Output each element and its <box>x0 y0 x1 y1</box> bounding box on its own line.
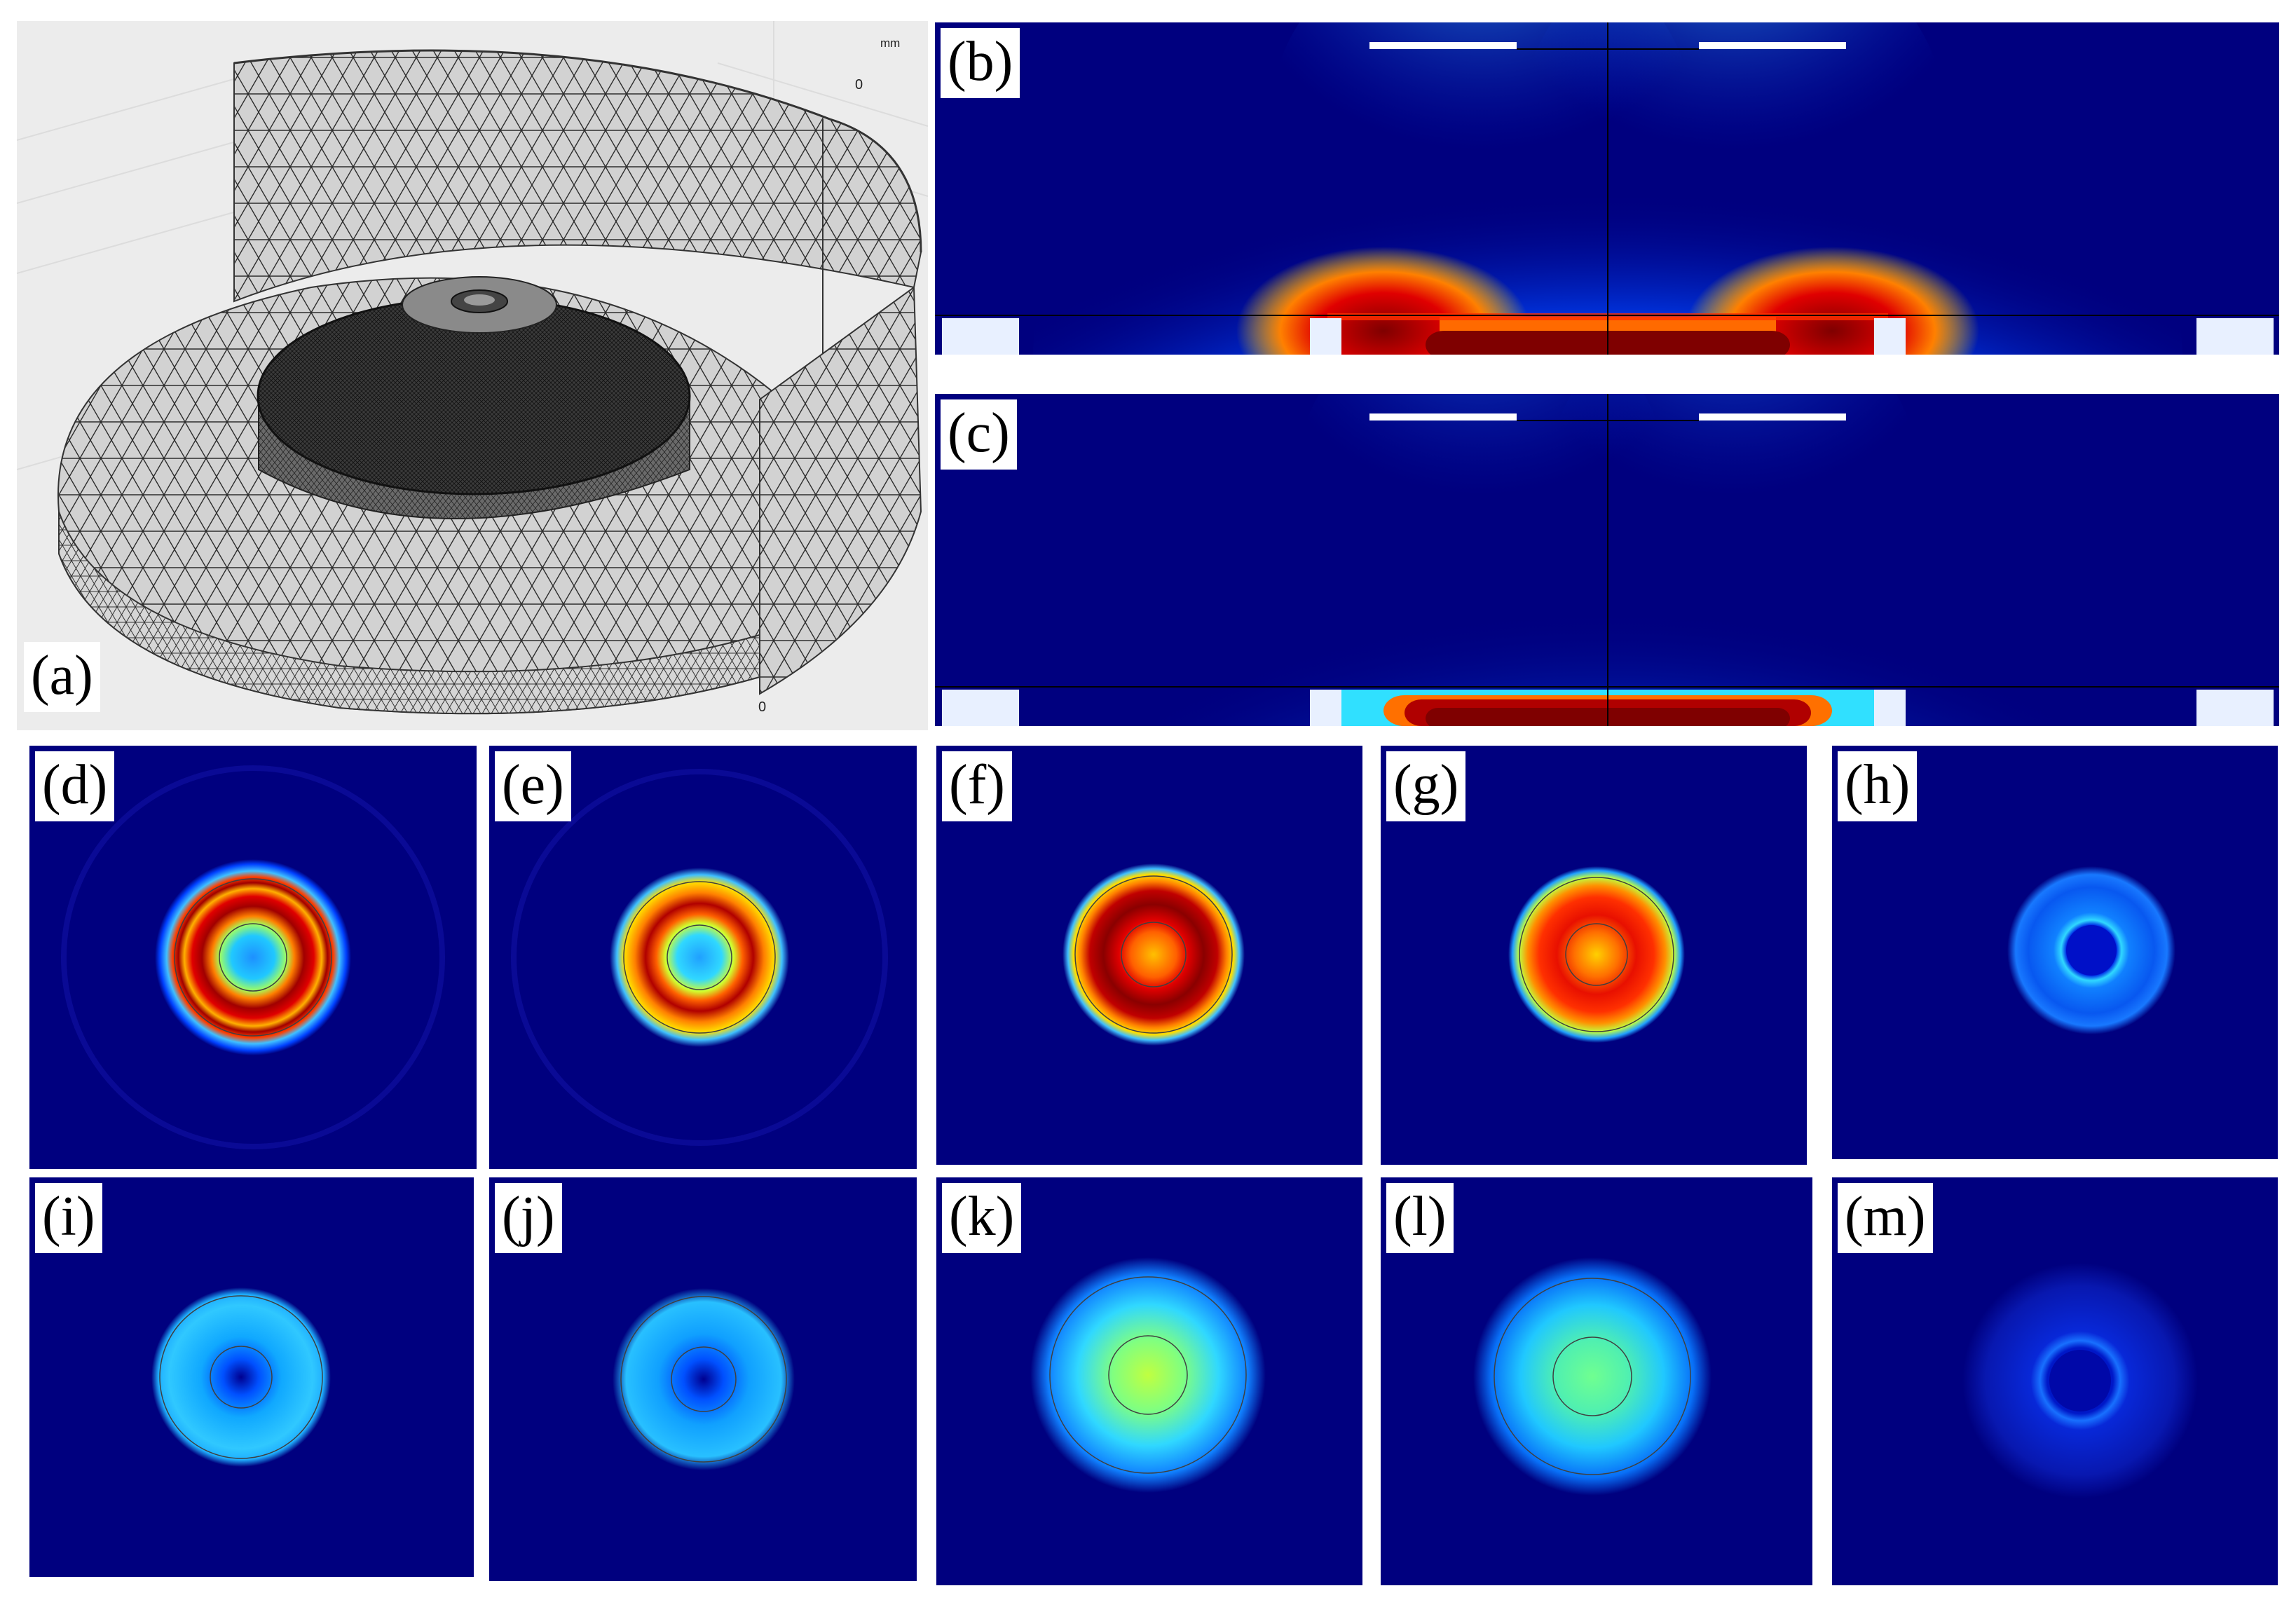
panel-label-i: (i) <box>35 1183 102 1253</box>
panel-label-j: (j) <box>495 1183 562 1253</box>
panel-label-d: (d) <box>35 751 115 821</box>
panel-m-field-map: (m) <box>1832 1177 2278 1585</box>
panel-label-a: (a) <box>24 642 100 712</box>
cross-section-field-c <box>935 394 2279 726</box>
axis-unit-label: mm <box>880 36 901 50</box>
mesh-illustration <box>17 21 928 715</box>
panel-l-field-map: (l) <box>1381 1177 1812 1585</box>
panel-f-field-map: (f) <box>936 746 1362 1165</box>
axis-tick-bottom: 0 <box>758 699 767 715</box>
panel-label-e: (e) <box>495 751 571 821</box>
field-map-m <box>1832 1177 2278 1585</box>
panel-j-field-map: (j) <box>489 1177 917 1581</box>
panel-label-g: (g) <box>1386 751 1466 821</box>
panel-label-k: (k) <box>942 1183 1022 1253</box>
panel-label-c: (c) <box>941 399 1017 470</box>
panel-d-field-map: (d) <box>29 746 477 1169</box>
panel-i-field-map: (i) <box>29 1177 474 1577</box>
panel-label-l: (l) <box>1386 1183 1454 1253</box>
panel-c-cross-section: (c) <box>935 394 2279 726</box>
panel-label-h: (h) <box>1838 751 1918 821</box>
panel-g-field-map: (g) <box>1381 746 1807 1165</box>
back-wall-mesh <box>233 50 922 303</box>
top-electrode-left <box>1369 413 1517 420</box>
top-electrode-right <box>1699 42 1846 49</box>
field-map-l <box>1381 1177 1812 1585</box>
axis-tick-top: 0 <box>855 77 863 93</box>
field-map-f <box>936 746 1362 1165</box>
top-electrode-right <box>1699 413 1846 420</box>
panel-label-f: (f) <box>942 751 1012 821</box>
top-electrode-left <box>1369 42 1517 49</box>
panel-a-mesh-model: mm 0 0 (a) <box>17 21 928 730</box>
field-map-i <box>29 1177 474 1577</box>
panel-b-cross-section: (b) <box>935 22 2279 355</box>
cross-section-field-b <box>935 22 2279 355</box>
right-wall-mesh <box>759 286 922 695</box>
panel-h-field-map: (h) <box>1832 746 2278 1159</box>
panel-e-field-map: (e) <box>489 746 917 1169</box>
panel-label-m: (m) <box>1838 1183 1933 1253</box>
panel-k-field-map: (k) <box>936 1177 1362 1585</box>
panel-label-b: (b) <box>941 28 1020 98</box>
